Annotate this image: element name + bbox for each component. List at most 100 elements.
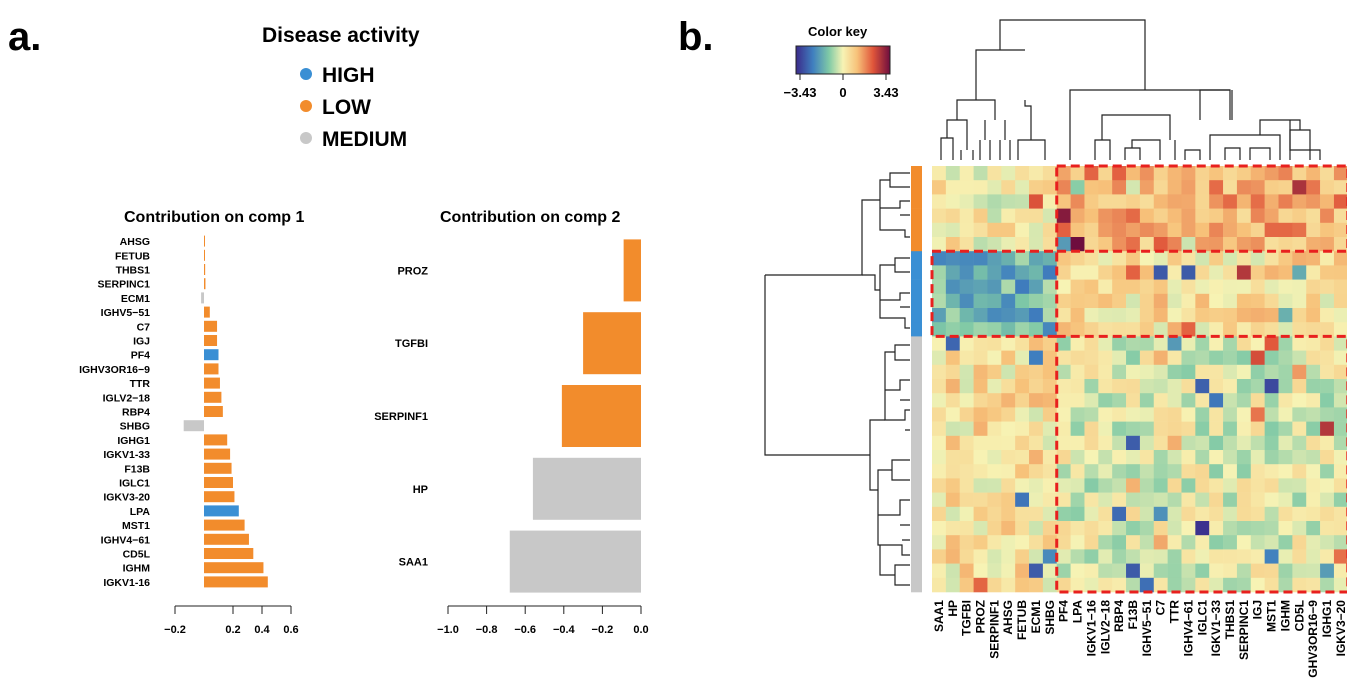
heatmap-cell [1126, 577, 1141, 593]
heatmap-cell [1098, 279, 1113, 295]
heatmap-cell [1015, 563, 1030, 579]
heatmap-cell [1042, 506, 1058, 522]
heatmap-cell [1126, 293, 1141, 309]
heatmap-cell [1139, 194, 1155, 209]
heatmap-cell [1333, 464, 1347, 479]
heatmap-cell [1292, 450, 1307, 465]
heatmap-cell [1333, 237, 1347, 252]
comp1-label-ighg1: IGHG1 [117, 435, 150, 447]
heatmap-cell [1264, 322, 1279, 337]
legend-dot-medium [300, 132, 312, 144]
comp1-tick-label: 0.6 [283, 624, 298, 636]
heatmap-cell [1320, 322, 1335, 337]
heatmap-cell [1236, 379, 1252, 394]
heatmap-cell [1139, 535, 1155, 550]
heatmap-cell [1167, 166, 1182, 181]
heatmap-cell [1278, 549, 1293, 564]
comp1-label-ecm1: ECM1 [121, 293, 150, 305]
heatmap-cell [1056, 549, 1071, 564]
heatmap-cell [1333, 506, 1347, 522]
heatmap-cell [1098, 350, 1113, 366]
heatmap-cell [1029, 350, 1044, 366]
row-dendrogram-branch [884, 344, 910, 431]
heatmap-cell [1264, 237, 1279, 252]
heatmap-cell [1001, 180, 1016, 195]
comp1-bar-igkv3-20 [204, 491, 235, 503]
heatmap-cell [973, 322, 988, 337]
heatmap-cell [1236, 521, 1252, 536]
heatmap-cell [973, 180, 988, 195]
heatmap-cell [1126, 379, 1141, 394]
heatmap-cell [1070, 393, 1085, 408]
heatmap-cell [1029, 478, 1044, 493]
comp1-label-iglc1: IGLC1 [119, 478, 150, 490]
comp1-bar-iglv2-18 [204, 391, 222, 403]
heatmap-cell [1112, 237, 1127, 252]
heatmap-cell [1209, 521, 1224, 536]
heatmap-col-label-igj: IGJ [1251, 600, 1265, 619]
heatmap-cell [1209, 549, 1224, 564]
heatmap-cell [932, 506, 947, 522]
heatmap-cell [945, 492, 961, 508]
heatmap-cell [1084, 478, 1099, 493]
heatmap-cell [1112, 549, 1127, 564]
row-group-bar-medium [911, 435, 922, 451]
heatmap-cell [1181, 336, 1196, 351]
heatmap-cell [1278, 563, 1293, 579]
heatmap-cell [1042, 166, 1058, 181]
heatmap-cell [1250, 222, 1265, 238]
heatmap-cell [1209, 350, 1224, 366]
heatmap-cell [1153, 222, 1168, 238]
heatmap-cell [1333, 222, 1347, 238]
heatmap-cell [1333, 393, 1347, 408]
row-group-bar-high [911, 251, 922, 266]
heatmap-col-label-ahsg: AHSG [1001, 600, 1015, 635]
heatmap-cell [1195, 379, 1210, 394]
heatmap-cell [1195, 293, 1210, 309]
heatmap-cell [1070, 336, 1085, 351]
heatmap-cell [1042, 379, 1058, 394]
heatmap-cell [1056, 308, 1071, 323]
heatmap-cell [1223, 407, 1238, 422]
comp1-label-pf4: PF4 [131, 350, 150, 362]
heatmap-cell [1098, 393, 1113, 408]
heatmap-cell [1153, 364, 1168, 380]
heatmap-cell [1112, 336, 1127, 351]
heatmap-col-label-ighm: IGHM [1278, 600, 1292, 631]
heatmap-cell [1001, 293, 1016, 309]
heatmap-cell [1112, 194, 1127, 209]
heatmap-cell [1292, 407, 1307, 422]
heatmap-cell [1112, 421, 1127, 437]
heatmap-cell [945, 450, 961, 465]
heatmap-cell [1126, 521, 1141, 536]
heatmap-cell [1015, 237, 1030, 252]
heatmap-cell [1153, 336, 1168, 351]
heatmap-cell [1139, 166, 1155, 181]
heatmap-cell [1001, 478, 1016, 493]
heatmap-cell [1278, 421, 1293, 437]
heatmap-cell [1195, 279, 1210, 295]
heatmap-cell [1153, 322, 1168, 337]
comp2-label-tgfbi: TGFBI [395, 338, 428, 350]
heatmap-cell [1167, 350, 1182, 366]
heatmap-cell [932, 535, 947, 550]
heatmap-cell [945, 222, 961, 238]
heatmap-col-label-ttr: TTR [1168, 600, 1182, 624]
heatmap-cell [973, 208, 988, 224]
row-group-bar-high [911, 279, 922, 295]
heatmap-cell [973, 265, 988, 280]
comp1-label-igkv1-16: IGKV1-16 [103, 577, 150, 589]
heatmap-cell [945, 293, 961, 309]
color-key-gradient [795, 45, 891, 75]
heatmap-cell [1223, 450, 1238, 465]
row-dendrogram-branch [860, 419, 885, 491]
heatmap-cell [1126, 166, 1141, 181]
heatmap-cell [1264, 435, 1279, 451]
heatmap-cell [1306, 535, 1321, 550]
heatmap-cell [1181, 464, 1196, 479]
heatmap-cell [932, 549, 947, 564]
heatmap-cell [945, 180, 961, 195]
heatmap-cell [1153, 549, 1168, 564]
heatmap-cell [1292, 379, 1307, 394]
heatmap-cell [1153, 379, 1168, 394]
